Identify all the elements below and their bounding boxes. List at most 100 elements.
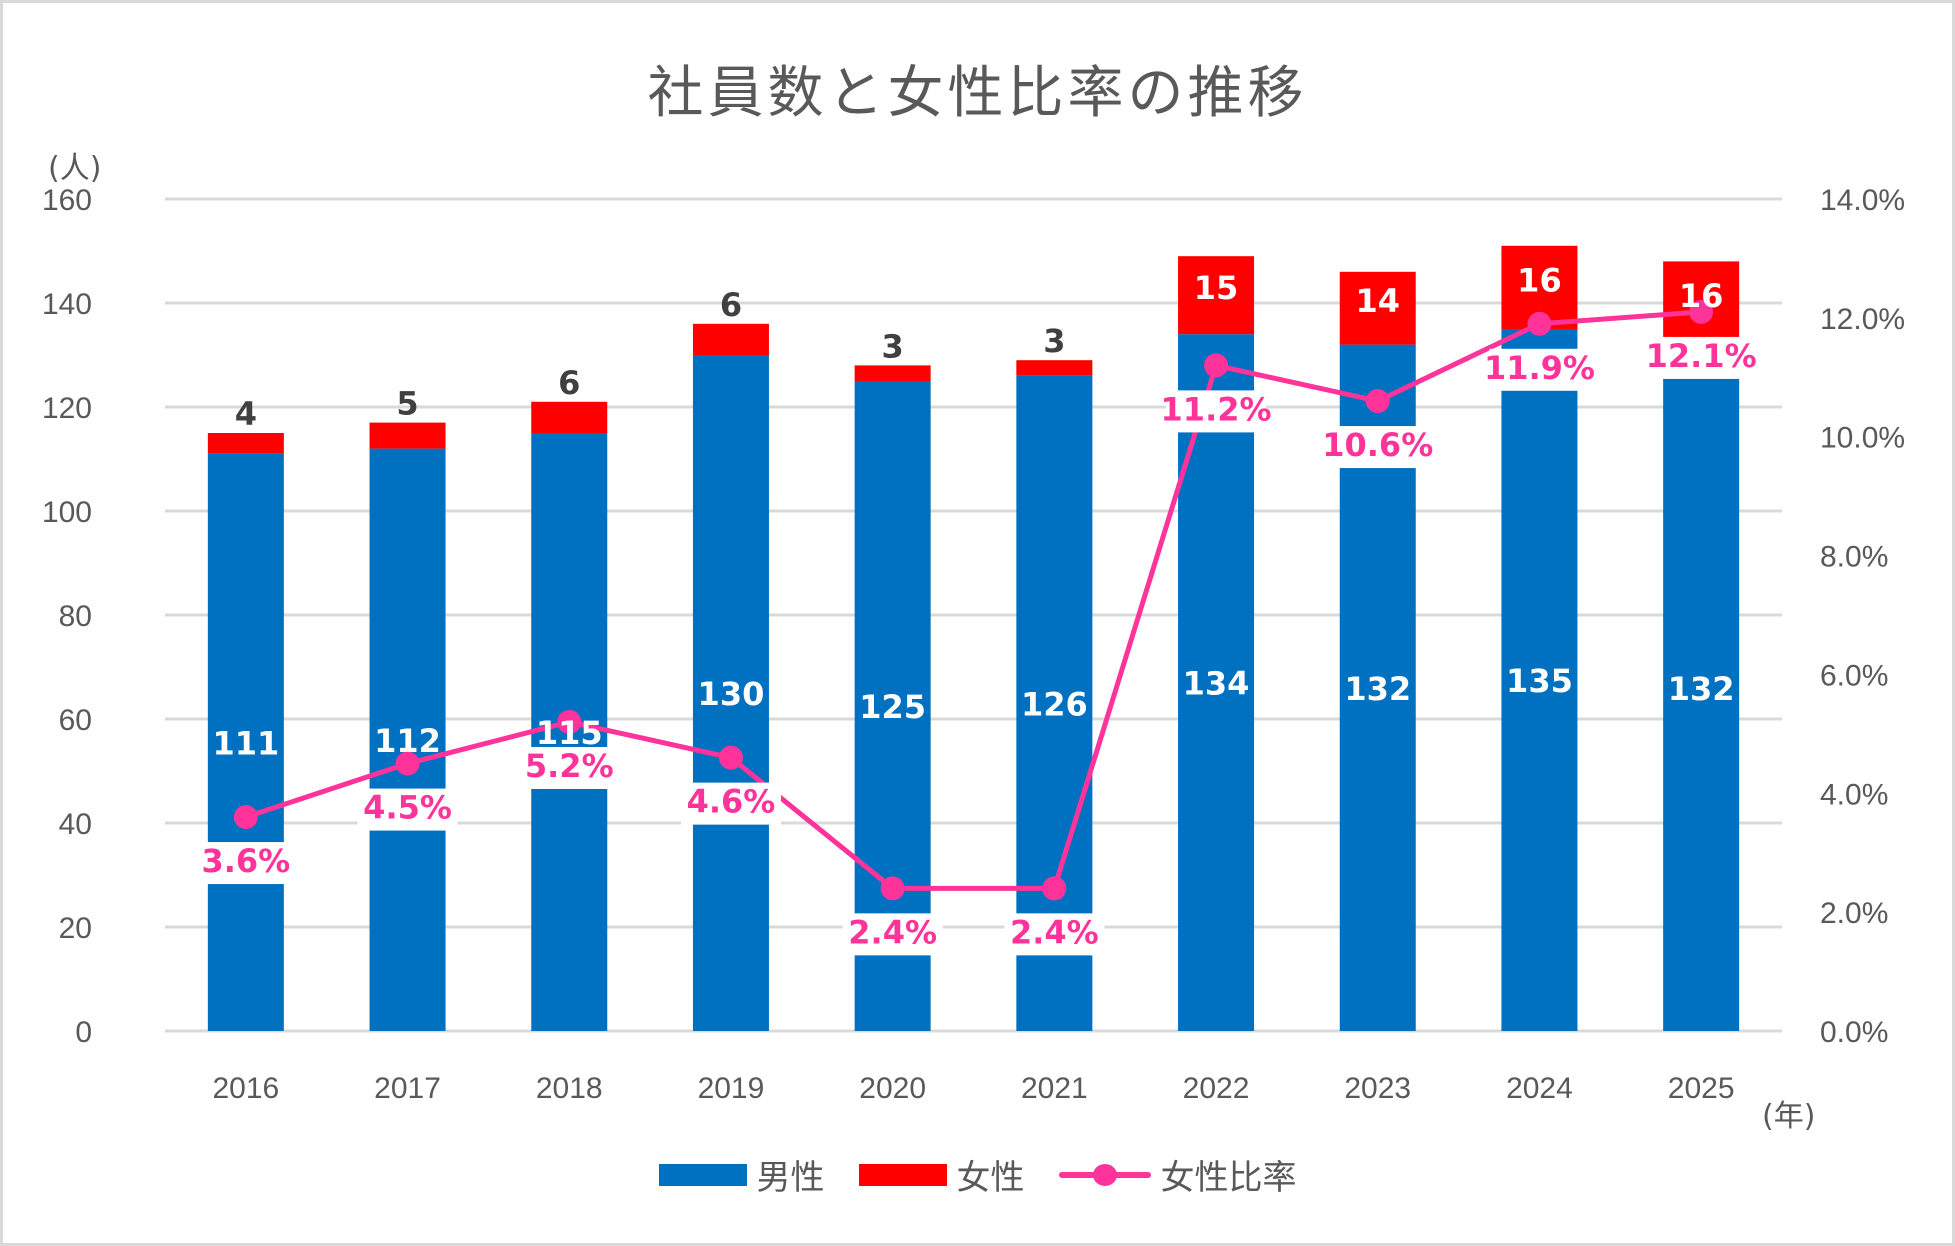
bar-female[interactable] [1178,256,1255,335]
ratio-point[interactable] [1689,299,1714,324]
x-tick-label: 2023 [1344,1072,1411,1105]
data-label-female: 16 [1679,277,1724,315]
data-label-bg [1166,390,1267,433]
bar-male[interactable] [1663,344,1740,1032]
data-label-female: 3 [1043,322,1065,360]
y-axis-unit: (人) [48,151,101,186]
legend-item-female-ratio[interactable]: 女性比率 [1058,1150,1297,1199]
legend-swatch-female [858,1163,947,1186]
legend-label: 男性 [756,1158,825,1198]
y2-tick-label: 6.0% [1820,659,1888,692]
y-tick-label: 40 [59,808,92,841]
data-label-male: 115 [536,714,603,752]
legend-label: 女性比率 [1160,1158,1297,1198]
data-label-bg [519,746,620,789]
y-tick-label: 140 [42,288,92,321]
bar-female[interactable] [692,323,769,355]
ratio-point[interactable] [1365,389,1390,414]
data-label-male: 112 [374,722,441,760]
x-axis-unit: (年) [1762,1099,1815,1134]
legend-item-female[interactable]: 女性 [858,1150,1025,1199]
data-label-bg [1327,426,1428,469]
legend-item-male[interactable]: 男性 [658,1150,825,1199]
data-label-female: 4 [235,395,257,433]
data-label-ratio: 2.4% [848,913,937,951]
y-tick-label: 20 [59,912,92,945]
chart-title: 社員数と女性比率の推移 [647,61,1308,126]
x-tick-label: 2021 [1021,1072,1088,1105]
y2-tick-label: 10.0% [1820,422,1905,455]
y-tick-label: 60 [59,704,92,737]
data-label-ratio: 12.1% [1646,337,1757,375]
y-tick-label: 0 [75,1016,92,1049]
data-label-female: 6 [558,364,580,402]
bar-female[interactable] [531,401,608,433]
y-tick-label: 80 [59,600,92,633]
data-label-male: 130 [698,675,765,713]
x-tick-label: 2022 [1183,1072,1250,1105]
x-tick-label: 2024 [1506,1072,1573,1105]
y2-tick-label: 0.0% [1820,1016,1888,1049]
data-label-ratio: 2.4% [1010,913,1099,951]
data-label-male: 132 [1344,670,1411,708]
data-label-male: 135 [1506,662,1573,700]
y2-tick-label: 2.0% [1820,897,1888,930]
ratio-point[interactable] [718,745,743,770]
ratio-point[interactable] [880,876,905,901]
data-label-bg [1489,348,1590,391]
ratio-point[interactable] [1204,353,1229,378]
data-label-bg [842,913,943,956]
x-tick-label: 2020 [859,1072,926,1105]
ratio-point[interactable] [233,805,258,830]
data-label-bg [1651,336,1752,379]
y-tick-label: 160 [42,184,92,217]
data-label-ratio: 11.2% [1161,390,1272,428]
bar-female[interactable] [1339,271,1416,345]
bar-female[interactable] [369,422,446,449]
data-label-male: 126 [1021,685,1088,723]
data-label-bg [1004,913,1105,956]
data-label-ratio: 11.9% [1484,349,1595,387]
data-label-bg [195,842,296,885]
bar-male[interactable] [1501,329,1578,1031]
data-label-male: 111 [212,724,279,762]
data-label-male: 132 [1668,670,1735,708]
ratio-point[interactable] [1527,311,1552,336]
y2-tick-label: 14.0% [1820,184,1905,217]
x-tick-label: 2025 [1668,1072,1735,1105]
data-label-bg [680,782,781,825]
data-label-female: 5 [396,385,418,423]
data-label-female: 6 [720,286,742,324]
data-label-ratio: 5.2% [525,747,614,785]
x-tick-label: 2018 [536,1072,603,1105]
data-label-female: 14 [1355,282,1400,320]
ratio-point[interactable] [1042,876,1067,901]
data-label-ratio: 4.6% [687,783,776,821]
data-label-ratio: 4.5% [363,789,452,827]
data-label-male: 125 [859,688,926,726]
legend-label: 女性 [956,1158,1025,1198]
bar-male[interactable] [369,448,446,1032]
ratio-point[interactable] [557,709,582,734]
y2-tick-label: 4.0% [1820,778,1888,811]
bar-female[interactable] [1016,360,1093,376]
data-label-female: 15 [1194,269,1239,307]
y-tick-label: 120 [42,392,92,425]
bar-male[interactable] [692,355,769,1031]
x-tick-label: 2019 [698,1072,765,1105]
bar-female[interactable] [854,365,931,381]
ratio-point[interactable] [395,751,420,776]
legend-line-marker-icon [1058,1163,1151,1186]
x-tick-label: 2017 [374,1072,441,1105]
y2-tick-label: 8.0% [1820,541,1888,574]
data-label-bg [357,788,458,831]
data-label-ratio: 10.6% [1322,426,1433,464]
data-label-female: 16 [1517,261,1562,299]
data-label-ratio: 3.6% [201,842,290,880]
bar-female[interactable] [207,433,284,454]
x-tick-label: 2016 [212,1072,279,1105]
data-label-female: 3 [882,327,904,365]
bar-male[interactable] [207,453,284,1031]
